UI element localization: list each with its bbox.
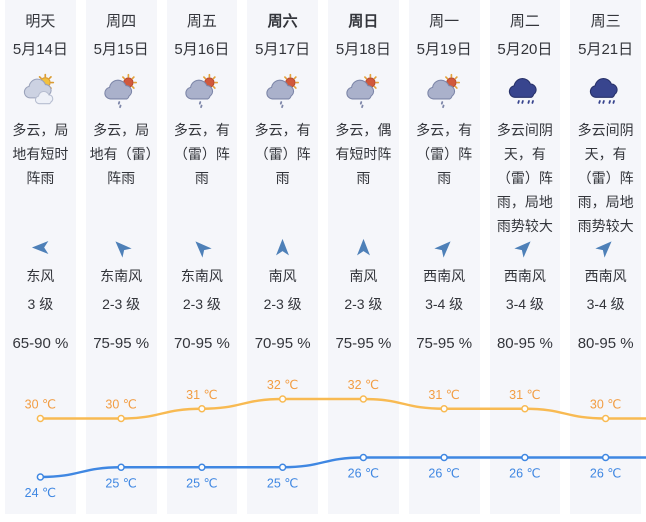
day-label: 周五 [186, 13, 217, 30]
weather-icon [102, 64, 140, 118]
humidity-range: 75-95 % [335, 335, 392, 352]
date-label: 5月19日 [416, 41, 472, 58]
wind-level-label: 2-3 级 [263, 296, 302, 312]
wind-direction-label: 东南风 [100, 268, 143, 284]
date-label: 5月15日 [93, 41, 149, 58]
wind-direction-arrow-icon [272, 232, 293, 262]
wind-level-label: 3-4 级 [586, 296, 625, 312]
wind-level-label: 2-3 级 [182, 296, 221, 312]
forecast-day-column[interactable]: 周一 5月19日 多云，有（雷）阵雨 西南风 3-4 级 75-95 % [408, 0, 480, 514]
wind-direction-label: 东南风 [180, 268, 223, 284]
weather-description: 多云，有（雷）阵雨 [254, 122, 311, 186]
day-label: 周二 [509, 13, 540, 30]
date-label: 5月16日 [174, 41, 230, 58]
wind-direction-arrow-icon [514, 232, 535, 262]
wind-direction-arrow-icon [595, 232, 616, 262]
date-label: 5月17日 [255, 41, 311, 58]
weather-description: 多云，局地有（雷）阵雨 [89, 122, 153, 186]
wind-direction-arrow-icon [353, 232, 374, 262]
humidity-range: 80-95 % [577, 335, 634, 352]
weather-description: 多云，有（雷）阵雨 [416, 122, 473, 186]
weather-icon [506, 64, 544, 118]
weather-description: 多云间阴天，有（雷）阵雨，局地雨势较大 [496, 122, 553, 234]
wind-level-label: 3 级 [27, 296, 54, 312]
wind-level-label: 3-4 级 [505, 296, 544, 312]
humidity-range: 75-95 % [416, 335, 473, 352]
humidity-range: 75-95 % [93, 335, 150, 352]
day-label: 周六 [267, 13, 298, 30]
day-label: 周三 [590, 13, 621, 30]
day-label: 周四 [106, 13, 137, 30]
weather-icon [587, 64, 625, 118]
date-label: 5月14日 [12, 41, 68, 58]
wind-direction-label: 西南风 [423, 268, 466, 284]
forecast-day-column[interactable]: 周四 5月15日 多云，局地有（雷）阵雨 东南风 2-3 级 75-95 % [85, 0, 157, 514]
wind-direction-arrow-icon [191, 232, 212, 262]
weather-icon [183, 64, 221, 118]
wind-level-label: 3-4 级 [425, 296, 464, 312]
weather-description: 多云间阴天，有（雷）阵雨，局地雨势较大 [577, 122, 634, 234]
forecast-day-column[interactable]: 周五 5月16日 多云，有（雷）阵雨 东南风 2-3 级 70-95 % [166, 0, 238, 514]
wind-level-label: 2-3 级 [102, 296, 141, 312]
weather-description: 多云，局地有短时阵雨 [12, 122, 69, 186]
day-label: 周日 [348, 13, 379, 30]
humidity-range: 65-90 % [12, 335, 69, 352]
wind-direction-label: 西南风 [584, 268, 627, 284]
forecast-day-column[interactable]: 周六 5月17日 多云，有（雷）阵雨 南风 2-3 级 70-95 % [247, 0, 318, 514]
forecast-day-column[interactable]: 明天 5月14日 多云，局地有短时阵雨 东风 3 级 65-90 % [5, 0, 76, 514]
weather-icon [264, 64, 302, 118]
humidity-range: 80-95 % [496, 335, 553, 352]
forecast-day-column[interactable]: 周日 5月18日 多云，偶有短时阵雨 南风 2-3 级 75-95 % [328, 0, 399, 514]
wind-direction-arrow-icon [434, 232, 455, 262]
date-label: 5月20日 [497, 41, 553, 58]
wind-level-label: 2-3 级 [344, 296, 383, 312]
weather-icon [344, 64, 382, 118]
weather-description: 多云，有（雷）阵雨 [173, 122, 230, 186]
weather-icon [21, 64, 59, 118]
date-label: 5月21日 [578, 41, 634, 58]
wind-direction-label: 西南风 [503, 268, 546, 284]
day-label: 明天 [25, 13, 56, 30]
wind-direction-label: 南风 [349, 268, 378, 284]
humidity-range: 70-95 % [254, 335, 311, 352]
wind-direction-label: 东风 [26, 268, 55, 284]
forecast-day-column[interactable]: 周二 5月20日 多云间阴天，有（雷）阵雨，局地雨势较大 西南风 3-4 级 8… [489, 0, 561, 514]
day-label: 周一 [429, 13, 460, 30]
humidity-range: 70-95 % [173, 335, 230, 352]
weather-description: 多云，偶有短时阵雨 [335, 122, 392, 186]
weather-icon [425, 64, 463, 118]
wind-direction-arrow-icon [111, 232, 132, 262]
wind-direction-arrow-icon [30, 232, 51, 262]
wind-direction-label: 南风 [268, 268, 297, 284]
date-label: 5月18日 [335, 41, 391, 58]
forecast-day-column[interactable]: 周三 5月21日 多云间阴天，有（雷）阵雨，局地雨势较大 西南风 3-4 级 8… [570, 0, 641, 514]
